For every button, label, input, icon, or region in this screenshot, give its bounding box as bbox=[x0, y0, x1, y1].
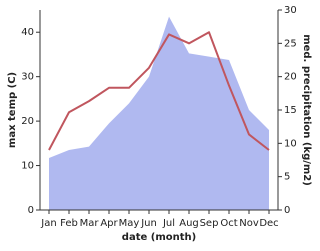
x-tick-label: Dec bbox=[259, 218, 278, 229]
x-tick-label: Apr bbox=[100, 218, 118, 229]
y2-tick-label: 20 bbox=[284, 72, 297, 83]
precipitation-area bbox=[49, 16, 269, 210]
y-axis-label: max temp (C) bbox=[7, 72, 18, 148]
x-tick-label: Sep bbox=[200, 218, 219, 229]
y2-axis-label: med. precipitation (kg/m2) bbox=[301, 34, 312, 186]
x-tick-label: Nov bbox=[239, 218, 259, 229]
x-tick-label: Feb bbox=[60, 218, 78, 229]
x-tick-label: Mar bbox=[80, 218, 100, 229]
y2-tick-label: 0 bbox=[284, 205, 290, 216]
y-tick-label: 30 bbox=[21, 72, 34, 83]
x-tick-label: Aug bbox=[179, 218, 199, 229]
y2-tick-label: 30 bbox=[284, 5, 297, 16]
y2-tick-label: 5 bbox=[284, 172, 290, 183]
x-tick-label: Jun bbox=[140, 218, 157, 229]
temp-line bbox=[48, 31, 270, 151]
x-tick-label: Jul bbox=[162, 218, 175, 229]
y2-tick-label: 25 bbox=[284, 38, 297, 49]
y2-tick-label: 10 bbox=[284, 138, 297, 149]
x-tick-label: Oct bbox=[220, 218, 237, 229]
y-tick-label: 20 bbox=[21, 116, 34, 127]
chart: date (month) max temp (C) med. precipita… bbox=[7, 5, 312, 243]
x-tick-label: May bbox=[119, 218, 140, 229]
x-tick-label: Jan bbox=[40, 218, 56, 229]
y2-tick-label: 15 bbox=[284, 105, 297, 116]
y-tick-label: 10 bbox=[21, 161, 34, 172]
x-axis-label: date (month) bbox=[122, 232, 196, 243]
y-tick-label: 0 bbox=[28, 205, 34, 216]
y-tick-label: 40 bbox=[21, 27, 34, 38]
